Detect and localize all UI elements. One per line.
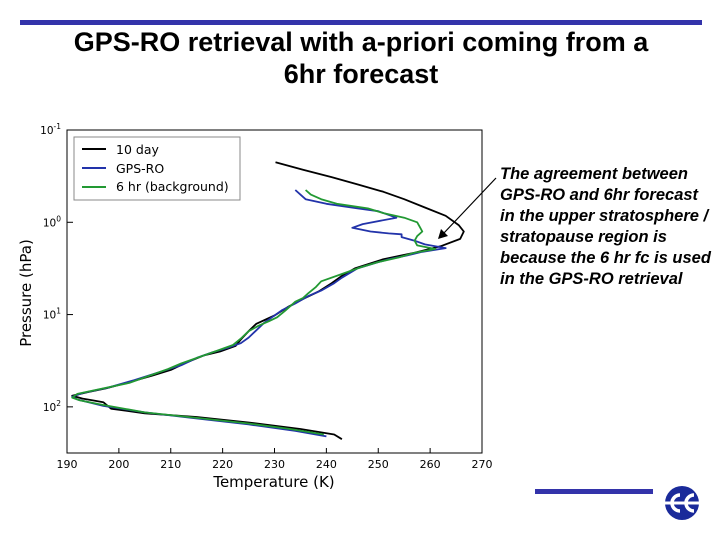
x-tick-label: 200 — [108, 458, 129, 471]
series-line-10-day — [71, 161, 465, 440]
title-line-2: 6hr forecast — [283, 59, 439, 89]
ecmwf-logo-icon — [663, 486, 701, 520]
x-tick-label: 250 — [368, 458, 389, 471]
y-tick-label: 102 — [43, 399, 61, 414]
x-tick-label: 220 — [212, 458, 233, 471]
title-underline — [20, 20, 702, 25]
x-tick-label: 190 — [57, 458, 78, 471]
series-line-6hr-background — [71, 189, 437, 436]
x-tick-label: 270 — [472, 458, 493, 471]
slide-title: GPS-RO retrieval with a-priori coming fr… — [20, 26, 702, 90]
pressure-temperature-chart: 190 200 210 220 230 240 250 260 270 10-110010110… — [17, 122, 497, 491]
x-tick-label: 230 — [264, 458, 285, 471]
y-tick-label: 10-1 — [40, 122, 61, 137]
annotation-arrow — [442, 177, 497, 235]
legend-label-10-day: 10 day — [116, 142, 159, 157]
y-tick-label: 100 — [43, 214, 61, 229]
y-tick-label: 101 — [43, 307, 61, 322]
x-tick-label: 260 — [420, 458, 441, 471]
x-tick-label: 240 — [316, 458, 337, 471]
y-axis-ticks: 10-1 100 101 102 — [40, 122, 73, 414]
x-axis-ticks: 190 200 210 220 230 240 250 260 270 — [57, 448, 493, 471]
series-lines — [71, 161, 465, 440]
annotation-arrowhead — [438, 229, 448, 239]
chart-legend: 10 day GPS-RO 6 hr (background) — [73, 136, 241, 201]
x-axis-label: Temperature (K) — [212, 473, 334, 491]
legend-label-6hr-background: 6 hr (background) — [116, 179, 229, 194]
annotation-text: The agreement between GPS-RO and 6hr for… — [500, 165, 711, 288]
legend-label-gps-ro: GPS-RO — [116, 161, 164, 176]
y-axis-label: Pressure (hPa) — [17, 239, 35, 347]
footer-rule — [535, 489, 653, 494]
x-tick-label: 210 — [160, 458, 181, 471]
title-line-1: GPS-RO retrieval with a-priori coming fr… — [73, 27, 649, 57]
